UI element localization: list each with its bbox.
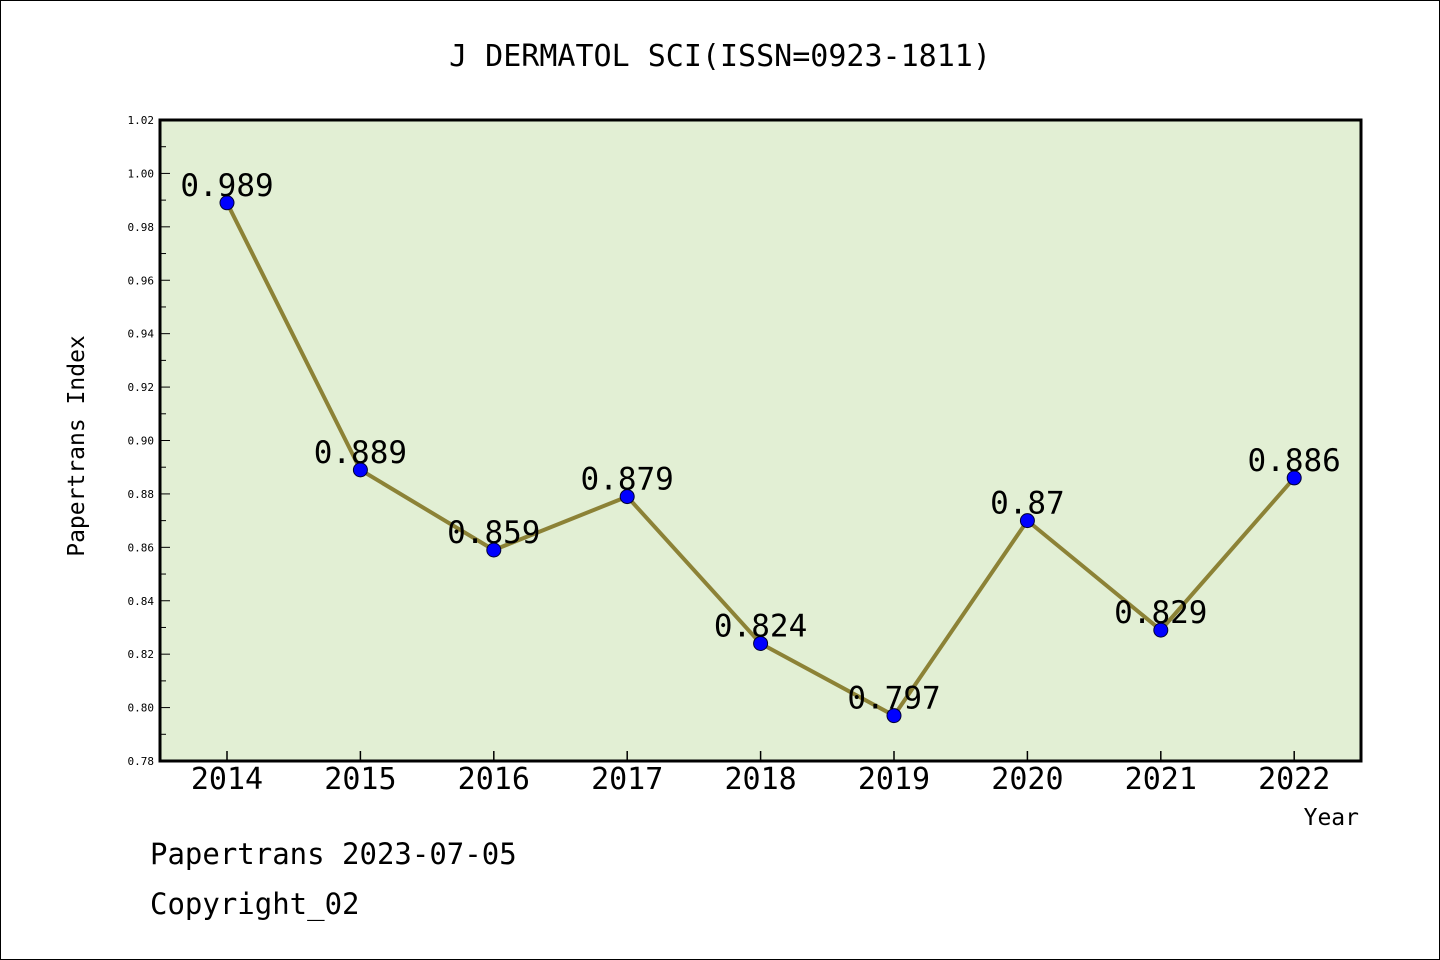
- x-tick-label: 2022: [1258, 762, 1330, 797]
- x-axis-ticks: 2014 2015 2016 2017 2018 2019 2020 2021 2022: [191, 751, 1330, 797]
- x-tick-label: 2018: [724, 762, 796, 797]
- y-tick-label: 0.82: [128, 648, 155, 661]
- x-tick-label: 2014: [191, 762, 263, 797]
- data-point-marker: [352, 462, 368, 478]
- y-tick-label: 0.96: [128, 274, 155, 287]
- data-point-marker: [219, 195, 235, 211]
- data-label: 0.879: [581, 462, 674, 498]
- data-label: 0.829: [1114, 595, 1207, 631]
- y-tick-label: 1.00: [128, 167, 155, 180]
- y-tick-label: 1.02: [128, 114, 155, 127]
- series-markers: [219, 195, 1302, 724]
- y-tick-label: 0.90: [128, 435, 155, 448]
- data-label: 0.989: [180, 168, 273, 204]
- y-tick-label: 0.86: [128, 541, 155, 554]
- footer-copyright: Copyright_02: [150, 887, 360, 922]
- y-axis-ticks: 0.78 0.80 0.82 0.84 0.86 0.88 0.90 0.92 0.94 0.96…: [128, 114, 170, 768]
- x-tick-label: 2019: [858, 762, 930, 797]
- y-tick-label: 0.88: [128, 488, 155, 501]
- x-axis-label: Year: [1304, 805, 1359, 831]
- y-axis-label: Papertrans Index: [64, 335, 90, 557]
- data-label: 0.889: [314, 435, 407, 471]
- data-label: 0.859: [447, 515, 540, 551]
- data-labels: 0.989 0.889 0.859 0.879 0.824 0.797 0.87 0.829 0…: [180, 168, 1341, 717]
- chart-title: J DERMATOL SCI(ISSN=0923-1811): [449, 39, 991, 74]
- data-point-marker: [1286, 470, 1302, 486]
- y-tick-label: 0.78: [128, 755, 155, 768]
- data-point-marker: [1153, 622, 1169, 638]
- x-tick-label: 2021: [1125, 762, 1197, 797]
- data-label: 0.886: [1248, 443, 1341, 479]
- data-point-marker: [1019, 513, 1035, 529]
- x-tick-label: 2016: [458, 762, 530, 797]
- y-tick-label: 0.92: [128, 381, 155, 394]
- data-point-marker: [886, 708, 902, 724]
- data-point-marker: [753, 635, 769, 651]
- x-tick-label: 2020: [991, 762, 1063, 797]
- plot-area: [158, 118, 1363, 763]
- y-tick-label: 0.84: [128, 595, 155, 608]
- footer-date: Papertrans 2023-07-05: [150, 837, 517, 871]
- x-tick-label: 2015: [324, 762, 396, 797]
- data-label: 0.797: [847, 681, 940, 717]
- data-point-marker: [619, 489, 635, 505]
- data-label: 0.824: [714, 608, 807, 644]
- y-tick-label: 0.80: [128, 702, 155, 715]
- x-tick-label: 2017: [591, 762, 663, 797]
- y-tick-label: 0.94: [128, 328, 155, 341]
- data-label: 0.87: [990, 486, 1065, 522]
- y-tick-label: 0.98: [128, 221, 155, 234]
- data-point-marker: [486, 542, 502, 558]
